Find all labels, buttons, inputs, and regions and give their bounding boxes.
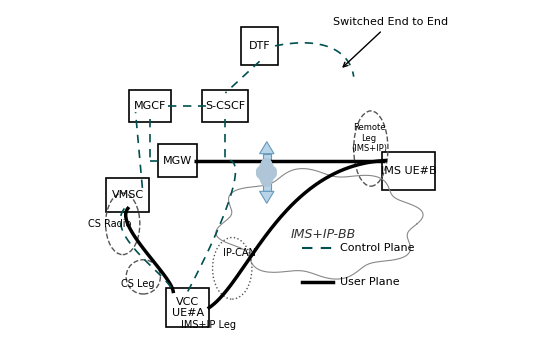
FancyBboxPatch shape <box>166 288 209 327</box>
FancyBboxPatch shape <box>129 89 172 122</box>
Text: Remote
Leg
(IMS+IP): Remote Leg (IMS+IP) <box>351 124 387 153</box>
FancyBboxPatch shape <box>107 178 149 212</box>
Text: MGCF: MGCF <box>134 101 166 111</box>
Polygon shape <box>260 142 274 154</box>
Polygon shape <box>263 154 271 191</box>
Text: User Plane: User Plane <box>340 277 400 287</box>
Text: IMS+IP Leg: IMS+IP Leg <box>181 320 236 330</box>
Text: VCC
UE#A: VCC UE#A <box>172 297 204 318</box>
FancyBboxPatch shape <box>158 144 197 177</box>
Polygon shape <box>260 191 274 203</box>
Text: CS Radio: CS Radio <box>89 219 132 229</box>
Text: Switched End to End: Switched End to End <box>333 17 448 67</box>
Text: S-CSCF: S-CSCF <box>205 101 245 111</box>
Text: CS Leg: CS Leg <box>122 279 155 289</box>
FancyBboxPatch shape <box>241 27 278 65</box>
Text: VMSC: VMSC <box>112 190 144 200</box>
Text: MGW: MGW <box>163 156 192 166</box>
Text: DTF: DTF <box>249 41 271 51</box>
FancyBboxPatch shape <box>202 89 249 122</box>
Text: IP-CAN: IP-CAN <box>223 248 256 258</box>
Text: IMS UE#B: IMS UE#B <box>381 166 436 176</box>
FancyBboxPatch shape <box>382 152 435 190</box>
Text: Control Plane: Control Plane <box>340 243 415 253</box>
Text: IMS+IP-BB: IMS+IP-BB <box>290 228 355 240</box>
